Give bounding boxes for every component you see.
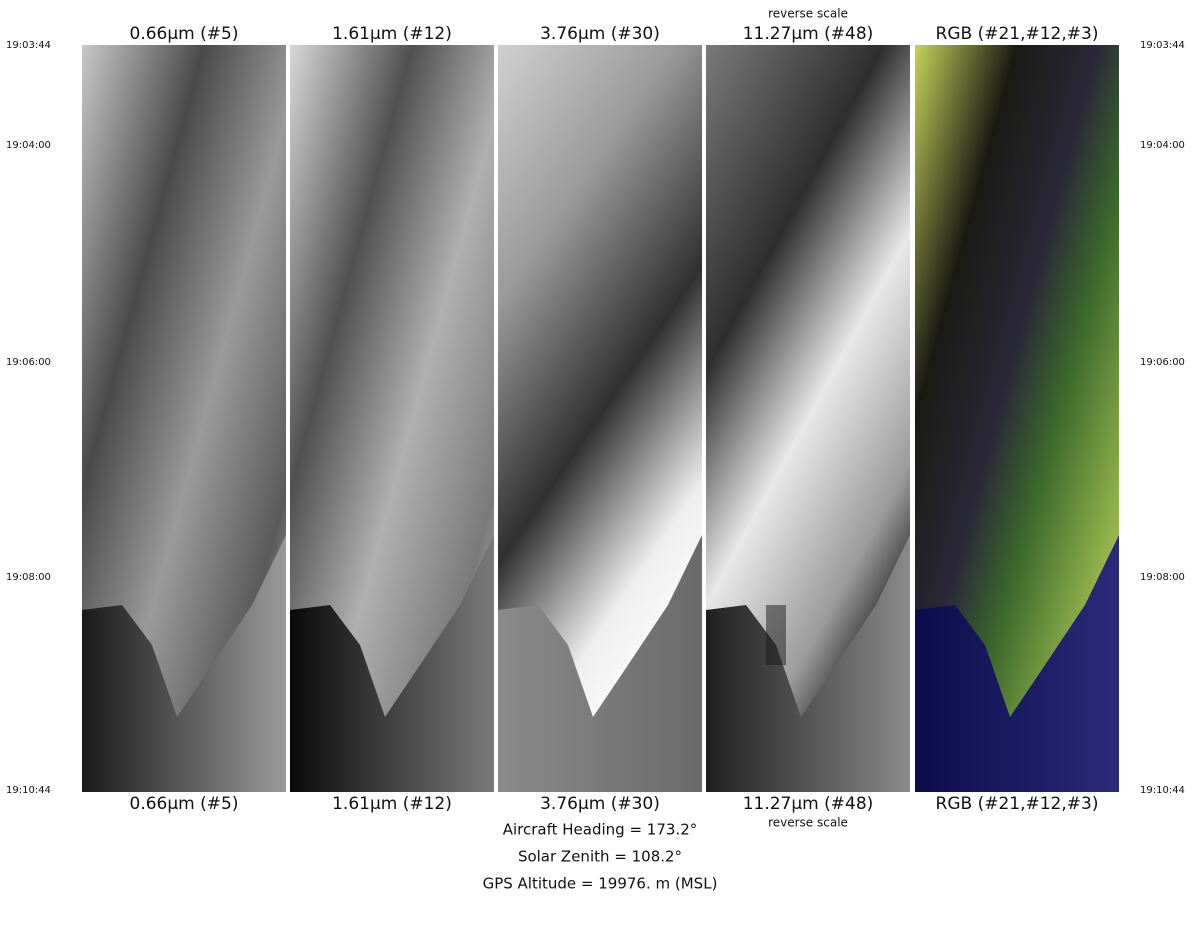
time-label-left: 19:08:00: [6, 572, 51, 583]
panel-label-bottom: 0.66μm (#5): [130, 794, 239, 814]
panel-label-top: 1.61μm (#12): [332, 24, 452, 44]
panel-label-bottom: 11.27μm (#48): [743, 794, 874, 814]
panel-label-bottom: 3.76μm (#30): [540, 794, 660, 814]
dark-shore: [766, 605, 786, 665]
time-label-left: 19:03:44: [6, 40, 51, 51]
panel-label-top: 3.76μm (#30): [540, 24, 660, 44]
footer-line: Solar Zenith = 108.2°: [518, 848, 682, 866]
time-label-right: 19:06:00: [1140, 357, 1185, 368]
time-label-left: 19:04:00: [6, 140, 51, 151]
image-panels: [82, 45, 1119, 792]
time-label-right: 19:08:00: [1140, 572, 1185, 583]
time-label-left: 19:10:44: [6, 785, 51, 796]
time-label-left: 19:06:00: [6, 357, 51, 368]
panel-label-top: 0.66μm (#5): [130, 24, 239, 44]
panel-note-bottom: reverse scale: [768, 816, 848, 830]
time-label-right: 19:04:00: [1140, 140, 1185, 151]
time-label-right: 19:03:44: [1140, 40, 1185, 51]
panel-label-top: RGB (#21,#12,#3): [936, 24, 1099, 44]
panel-label-bottom: 1.61μm (#12): [332, 794, 452, 814]
time-label-right: 19:10:44: [1140, 785, 1185, 796]
panel-label-top: 11.27μm (#48): [743, 24, 874, 44]
panel-note-top: reverse scale: [768, 7, 848, 21]
footer-line: GPS Altitude = 19976. m (MSL): [483, 875, 718, 893]
footer-line: Aircraft Heading = 173.2°: [503, 821, 698, 839]
figure: 0.66μm (#5) 0.66μm (#5) 1.61μm (#12) 1.61μm…: [0, 0, 1194, 926]
panel-label-bottom: RGB (#21,#12,#3): [936, 794, 1099, 814]
